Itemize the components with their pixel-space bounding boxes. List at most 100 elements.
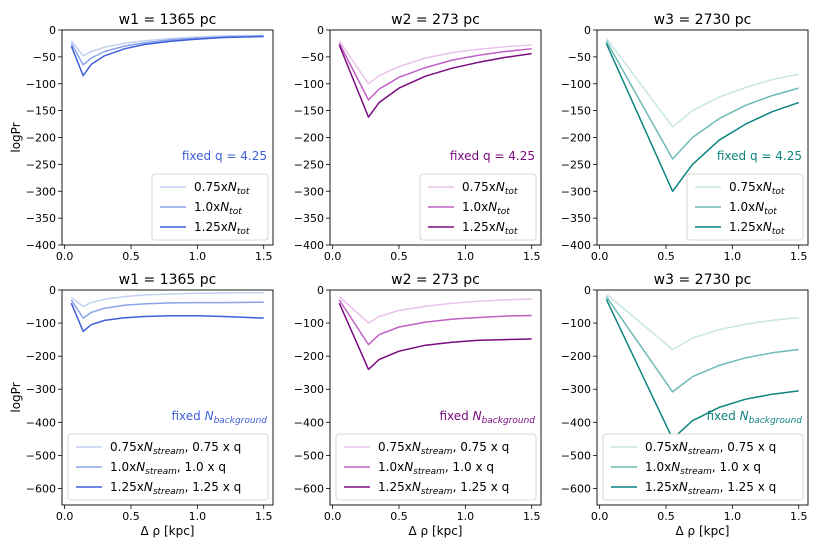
x-tick-label: 1.5 [523, 510, 541, 523]
y-tick-label: 0 [584, 24, 591, 37]
series-line-2 [605, 296, 799, 393]
annotation-main: fixed [171, 409, 204, 423]
series-line-1 [338, 296, 532, 324]
legend-label: 1.25xNstream, 1.25 x q [378, 480, 509, 497]
y-tick-label: −300 [561, 185, 591, 198]
y-tick-label: −500 [26, 449, 56, 462]
x-tick-label: 1.5 [255, 250, 273, 263]
panel-annotation: fixed q = 4.25 [717, 149, 802, 163]
panel-annotation: fixed q = 4.25 [182, 149, 267, 163]
y-tick-label: −250 [294, 158, 324, 171]
legend-box [67, 433, 269, 501]
legend-label-symbol: N [763, 180, 772, 194]
series-line-1 [605, 293, 799, 351]
x-tick-label: 1.0 [457, 510, 475, 523]
legend-label-symbol: N [228, 180, 237, 194]
series-line-1 [70, 291, 264, 308]
series-line-3 [338, 44, 532, 118]
legend-label-subscript: tot [772, 227, 785, 237]
y-axis-label: logPr [9, 382, 23, 412]
legend-label: 1.0xNstream, 1.0 x q [645, 460, 761, 477]
chart-panel-2: w2 = 273 pc 0 −50 −100 −150 −200 −250 −300 −350 −… [294, 12, 542, 263]
axes-frame [329, 29, 542, 246]
x-tick-label: 0.0 [56, 250, 74, 263]
y-tick-label: −350 [26, 212, 56, 225]
legend-label-subscript: tot [237, 227, 250, 237]
legend-label-main: 1.25x [645, 480, 679, 494]
legend-label-subscript: stream [153, 447, 185, 457]
legend-label-subscript: stream [421, 447, 453, 457]
chart-panel-1: w1 = 1365 pc 0 −50 −100 −150 −200 −250 −300 −350… [9, 12, 274, 263]
legend-label-tail: , 1.0 x q [177, 460, 226, 474]
chart-panel-3: w3 = 2730 pc 0 −50 −100 −150 −200 −250 −300 −350… [561, 12, 809, 263]
legend-label: 0.75xNtot [729, 180, 785, 197]
legend-label-main: 1.25x [194, 220, 228, 234]
y-tick-label: −200 [561, 132, 591, 145]
legend-label-tail: , 0.75 x q [720, 440, 777, 454]
y-tick-label: −150 [294, 105, 324, 118]
y-tick-label: 0 [317, 284, 324, 297]
y-tick-label: −50 [301, 51, 324, 64]
legend-label-symbol: N [220, 200, 229, 214]
y-tick-label: −100 [561, 78, 591, 91]
panel-title: w3 = 2730 pc [654, 12, 752, 28]
axes-frame [61, 29, 274, 246]
y-tick-label: −500 [294, 449, 324, 462]
annotation-subscript: background [749, 416, 803, 426]
legend-label-subscript: stream [688, 447, 720, 457]
legend-label-symbol: N [763, 220, 772, 234]
panel-title: w1 = 1365 pc [119, 12, 217, 28]
x-tick-label: 0.5 [657, 510, 675, 523]
legend-label-main: 1.25x [378, 480, 412, 494]
y-tick-label: −600 [561, 482, 591, 495]
annotation-symbol: N [740, 409, 749, 423]
series-line-3 [338, 302, 532, 371]
panel-title: w1 = 1365 pc [119, 272, 217, 288]
legend-label-main: 1.25x [110, 480, 144, 494]
x-tick-label: 0.5 [122, 250, 140, 263]
series-line-2 [338, 43, 532, 101]
legend-label-subscript: tot [497, 207, 510, 217]
y-tick-label: −50 [33, 51, 56, 64]
y-tick-label: −300 [26, 185, 56, 198]
legend-label-subscript: stream [421, 487, 453, 497]
legend-label: 1.0xNstream, 1.0 x q [378, 460, 494, 477]
x-tick-label: 1.5 [523, 250, 541, 263]
series-line-3 [70, 35, 264, 77]
y-tick-label: −150 [26, 105, 56, 118]
legend-label-subscript: stream [153, 487, 185, 497]
y-tick-label: −50 [568, 51, 591, 64]
x-axis-label: Δ ρ [kpc] [409, 524, 463, 538]
legend-label-symbol: N [679, 440, 688, 454]
legend-label-subscript: tot [229, 207, 242, 217]
y-tick-label: −350 [294, 212, 324, 225]
legend-box [151, 173, 269, 241]
axes-frame [596, 289, 809, 506]
legend-label-tail: , 1.0 x q [712, 460, 761, 474]
y-axis-label: logPr [9, 122, 23, 152]
legend-label-tail: , 1.25 x q [720, 480, 777, 494]
legend-label-tail: , 1.25 x q [185, 480, 242, 494]
legend-label-symbol: N [228, 220, 237, 234]
x-tick-label: 0.0 [591, 250, 609, 263]
axes-frame [596, 29, 809, 246]
x-tick-label: 1.0 [189, 510, 207, 523]
y-tick-label: −400 [294, 239, 324, 252]
y-tick-label: −300 [294, 185, 324, 198]
x-axis-label: Δ ρ [kpc] [676, 524, 730, 538]
legend-label-symbol: N [496, 180, 505, 194]
y-tick-label: −400 [26, 239, 56, 252]
legend-label-subscript: stream [413, 467, 445, 477]
legend-label-subscript: tot [237, 187, 250, 197]
annotation-symbol: N [473, 409, 482, 423]
legend-label-main: 0.75x [729, 180, 763, 194]
y-tick-label: −600 [26, 482, 56, 495]
legend-label-main: 0.75x [194, 180, 228, 194]
legend: 0.75xNstream, 0.75 x q1.0xNstream, 1.0 x… [335, 433, 537, 501]
y-tick-label: −300 [294, 383, 324, 396]
annotation-subscript: background [482, 416, 536, 426]
y-tick-label: −300 [561, 383, 591, 396]
legend-label-tail: , 0.75 x q [453, 440, 510, 454]
